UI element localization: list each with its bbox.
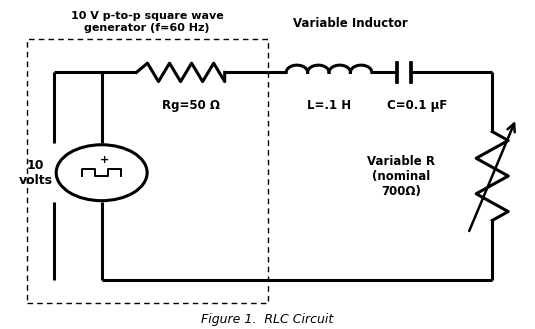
Bar xyxy=(27,39,268,303)
Text: 10
volts: 10 volts xyxy=(19,159,53,187)
Text: +: + xyxy=(100,155,109,165)
Text: Rg=50 Ω: Rg=50 Ω xyxy=(162,99,220,112)
Text: L=.1 H: L=.1 H xyxy=(307,99,351,112)
Text: C=0.1 μF: C=0.1 μF xyxy=(387,99,447,112)
Text: 10 V p-to-p square wave
generator (f=60 Hz): 10 V p-to-p square wave generator (f=60 … xyxy=(71,11,224,33)
Text: Variable Inductor: Variable Inductor xyxy=(293,16,408,30)
Text: Figure 1.  RLC Circuit: Figure 1. RLC Circuit xyxy=(201,313,334,326)
Text: Variable R
(nominal
700Ω): Variable R (nominal 700Ω) xyxy=(367,155,435,197)
